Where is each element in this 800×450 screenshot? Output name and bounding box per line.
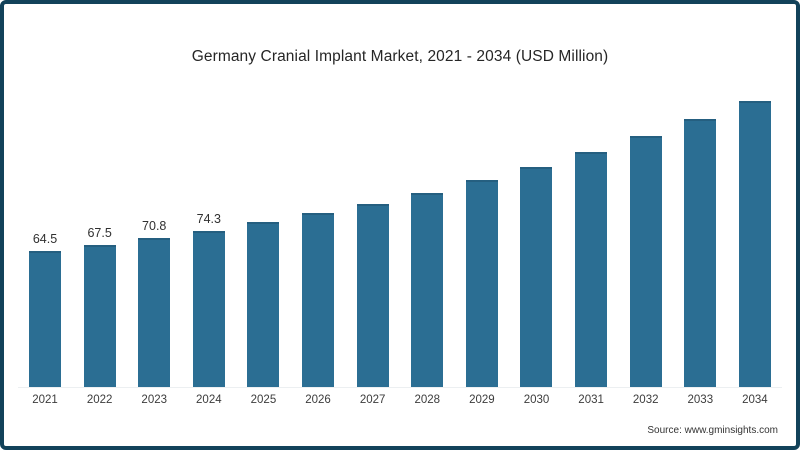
bar[interactable]	[684, 119, 717, 387]
bar-slot	[619, 88, 673, 387]
source-attribution: Source: www.gminsights.com	[647, 425, 778, 436]
bar-slot: 70.8	[127, 88, 181, 387]
x-tick-2029: 2029	[469, 394, 495, 406]
bar-slot	[564, 88, 618, 387]
x-tick-2026: 2026	[305, 394, 331, 406]
bar-value-label: 74.3	[196, 212, 221, 226]
bar[interactable]	[83, 245, 116, 387]
bar-series: 64.5 67.5 70.8 74.3	[18, 88, 782, 387]
x-tick-2030: 2030	[523, 394, 550, 406]
bar-slot: 67.5	[73, 88, 127, 387]
bar-slot: 64.5	[18, 88, 72, 387]
bar[interactable]	[411, 193, 444, 387]
bar[interactable]	[192, 231, 225, 387]
x-tick-2024: 2024	[196, 394, 222, 406]
x-tick-2034: 2034	[742, 394, 768, 406]
bar-value-label: 64.5	[32, 232, 58, 246]
bar[interactable]	[629, 136, 662, 387]
bar-slot	[236, 88, 290, 387]
x-tick-2033: 2033	[687, 394, 714, 406]
chart-title: Germany Cranial Implant Market, 2021 - 2…	[191, 48, 609, 65]
x-tick-2023: 2023	[141, 394, 168, 406]
bar-slot	[291, 88, 345, 387]
x-tick-2022: 2022	[86, 394, 113, 406]
x-tick-2025: 2025	[250, 394, 277, 406]
x-tick-2027: 2027	[359, 394, 386, 406]
bar[interactable]	[465, 180, 498, 387]
x-tick-2021: 2021	[32, 394, 58, 406]
bar[interactable]	[356, 204, 389, 387]
x-tick-2028: 2028	[414, 394, 441, 406]
bar-slot	[509, 88, 563, 387]
bar-slot	[400, 88, 454, 387]
x-tick-2032: 2032	[632, 394, 659, 406]
bar-slot	[346, 88, 400, 387]
bar[interactable]	[29, 251, 61, 387]
bar[interactable]	[302, 213, 335, 387]
axis-baseline	[18, 387, 782, 388]
bar[interactable]	[247, 222, 280, 387]
x-axis-tick-labels: 2021 2022 2023 2024 2025 2026 2027 2028 2029 2030…	[18, 394, 782, 406]
bar-slot: 74.3	[182, 88, 236, 387]
bar[interactable]	[738, 101, 771, 387]
bar[interactable]	[138, 238, 171, 387]
bar-value-label: 67.5	[87, 226, 112, 240]
bar-slot	[728, 88, 782, 387]
bar-value-label: 70.8	[142, 219, 167, 233]
x-tick-2031: 2031	[578, 394, 604, 406]
bar-slot	[455, 88, 509, 387]
bar[interactable]	[575, 152, 608, 387]
bar-slot	[673, 88, 727, 387]
bar[interactable]	[520, 167, 553, 387]
